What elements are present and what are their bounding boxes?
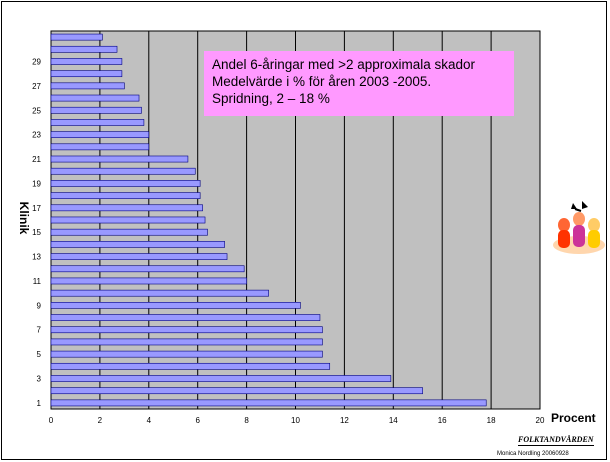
y-tick-11: 11 [33,277,42,286]
y-tick-23: 23 [32,131,41,140]
x-tick-12: 12 [340,416,349,425]
bar-17 [50,204,203,212]
x-tick-2: 2 [98,416,103,425]
x-tick-0: 0 [49,416,54,425]
bar-22 [50,143,150,151]
annotation-line-3: Spridning, 2 – 18 % [212,91,330,106]
annotation-line-2: Medelvärde i % för åren 2003 -2005. [212,74,432,89]
bar-5 [50,350,323,358]
credit-text: Monica Nordling 20060928 [497,451,569,457]
x-tick-18: 18 [487,416,496,425]
y-tick-3: 3 [37,375,42,384]
bar-20 [50,167,196,175]
bar-9 [50,302,301,309]
y-tick-17: 17 [32,204,41,213]
x-tick-14: 14 [389,416,398,425]
bar-31 [50,33,103,41]
x-tick-16: 16 [438,416,447,425]
y-tick-5: 5 [37,350,42,359]
bar-24 [50,119,145,126]
bar-10 [50,289,269,297]
chart-annotation: Andel 6-åringar med >2 approximala skado… [204,51,514,116]
x-tick-labels: 0 2 4 6 8 10 12 14 16 18 20 [49,416,545,425]
bar-23 [50,131,150,138]
x-tick-20: 20 [536,416,545,425]
x-tick-10: 10 [291,416,300,425]
y-tick-1: 1 [37,399,42,408]
x-tick-4: 4 [147,416,152,425]
bar-3 [50,375,392,382]
y-tick-9: 9 [37,301,42,310]
annotation-line-1: Andel 6-åringar med >2 approximala skado… [212,57,476,72]
bar-13 [50,253,228,260]
y-tick-29: 29 [32,57,41,66]
y-tick-7: 7 [37,326,42,335]
bar-11 [50,277,247,285]
bar-7 [50,326,323,334]
bar-8 [50,314,321,321]
bar-21 [50,155,189,163]
x-tick-8: 8 [244,416,249,425]
bar-30 [50,45,118,53]
bar-25 [50,106,142,114]
bar-28 [50,70,123,78]
y-tick-19: 19 [32,179,41,188]
y-tick-15: 15 [32,228,41,237]
bar-29 [50,58,123,65]
y-tick-21: 21 [32,155,41,164]
bar-2 [50,387,423,395]
x-axis-title: Procent [551,411,596,425]
bar-14 [50,241,225,248]
people-group-icon [553,201,605,254]
bar-15 [50,228,208,236]
bar-16 [50,216,206,224]
bar-18 [50,192,201,199]
brand-text: FOLKTANDVÅRDEN [518,435,594,444]
y-axis-title: Klinik [17,202,31,235]
bar-27 [50,82,125,90]
bar-26 [50,94,140,102]
bar-6 [50,338,323,346]
bars [50,33,487,407]
bar-1 [50,399,487,407]
y-tick-25: 25 [32,106,41,115]
y-tick-27: 27 [32,82,41,91]
x-tick-6: 6 [195,416,200,425]
bar-12 [50,265,245,273]
y-tick-13: 13 [32,253,41,262]
bar-19 [50,180,201,187]
brand-logo: FOLKTANDVÅRDEN [518,435,594,446]
bar-4 [50,362,331,370]
